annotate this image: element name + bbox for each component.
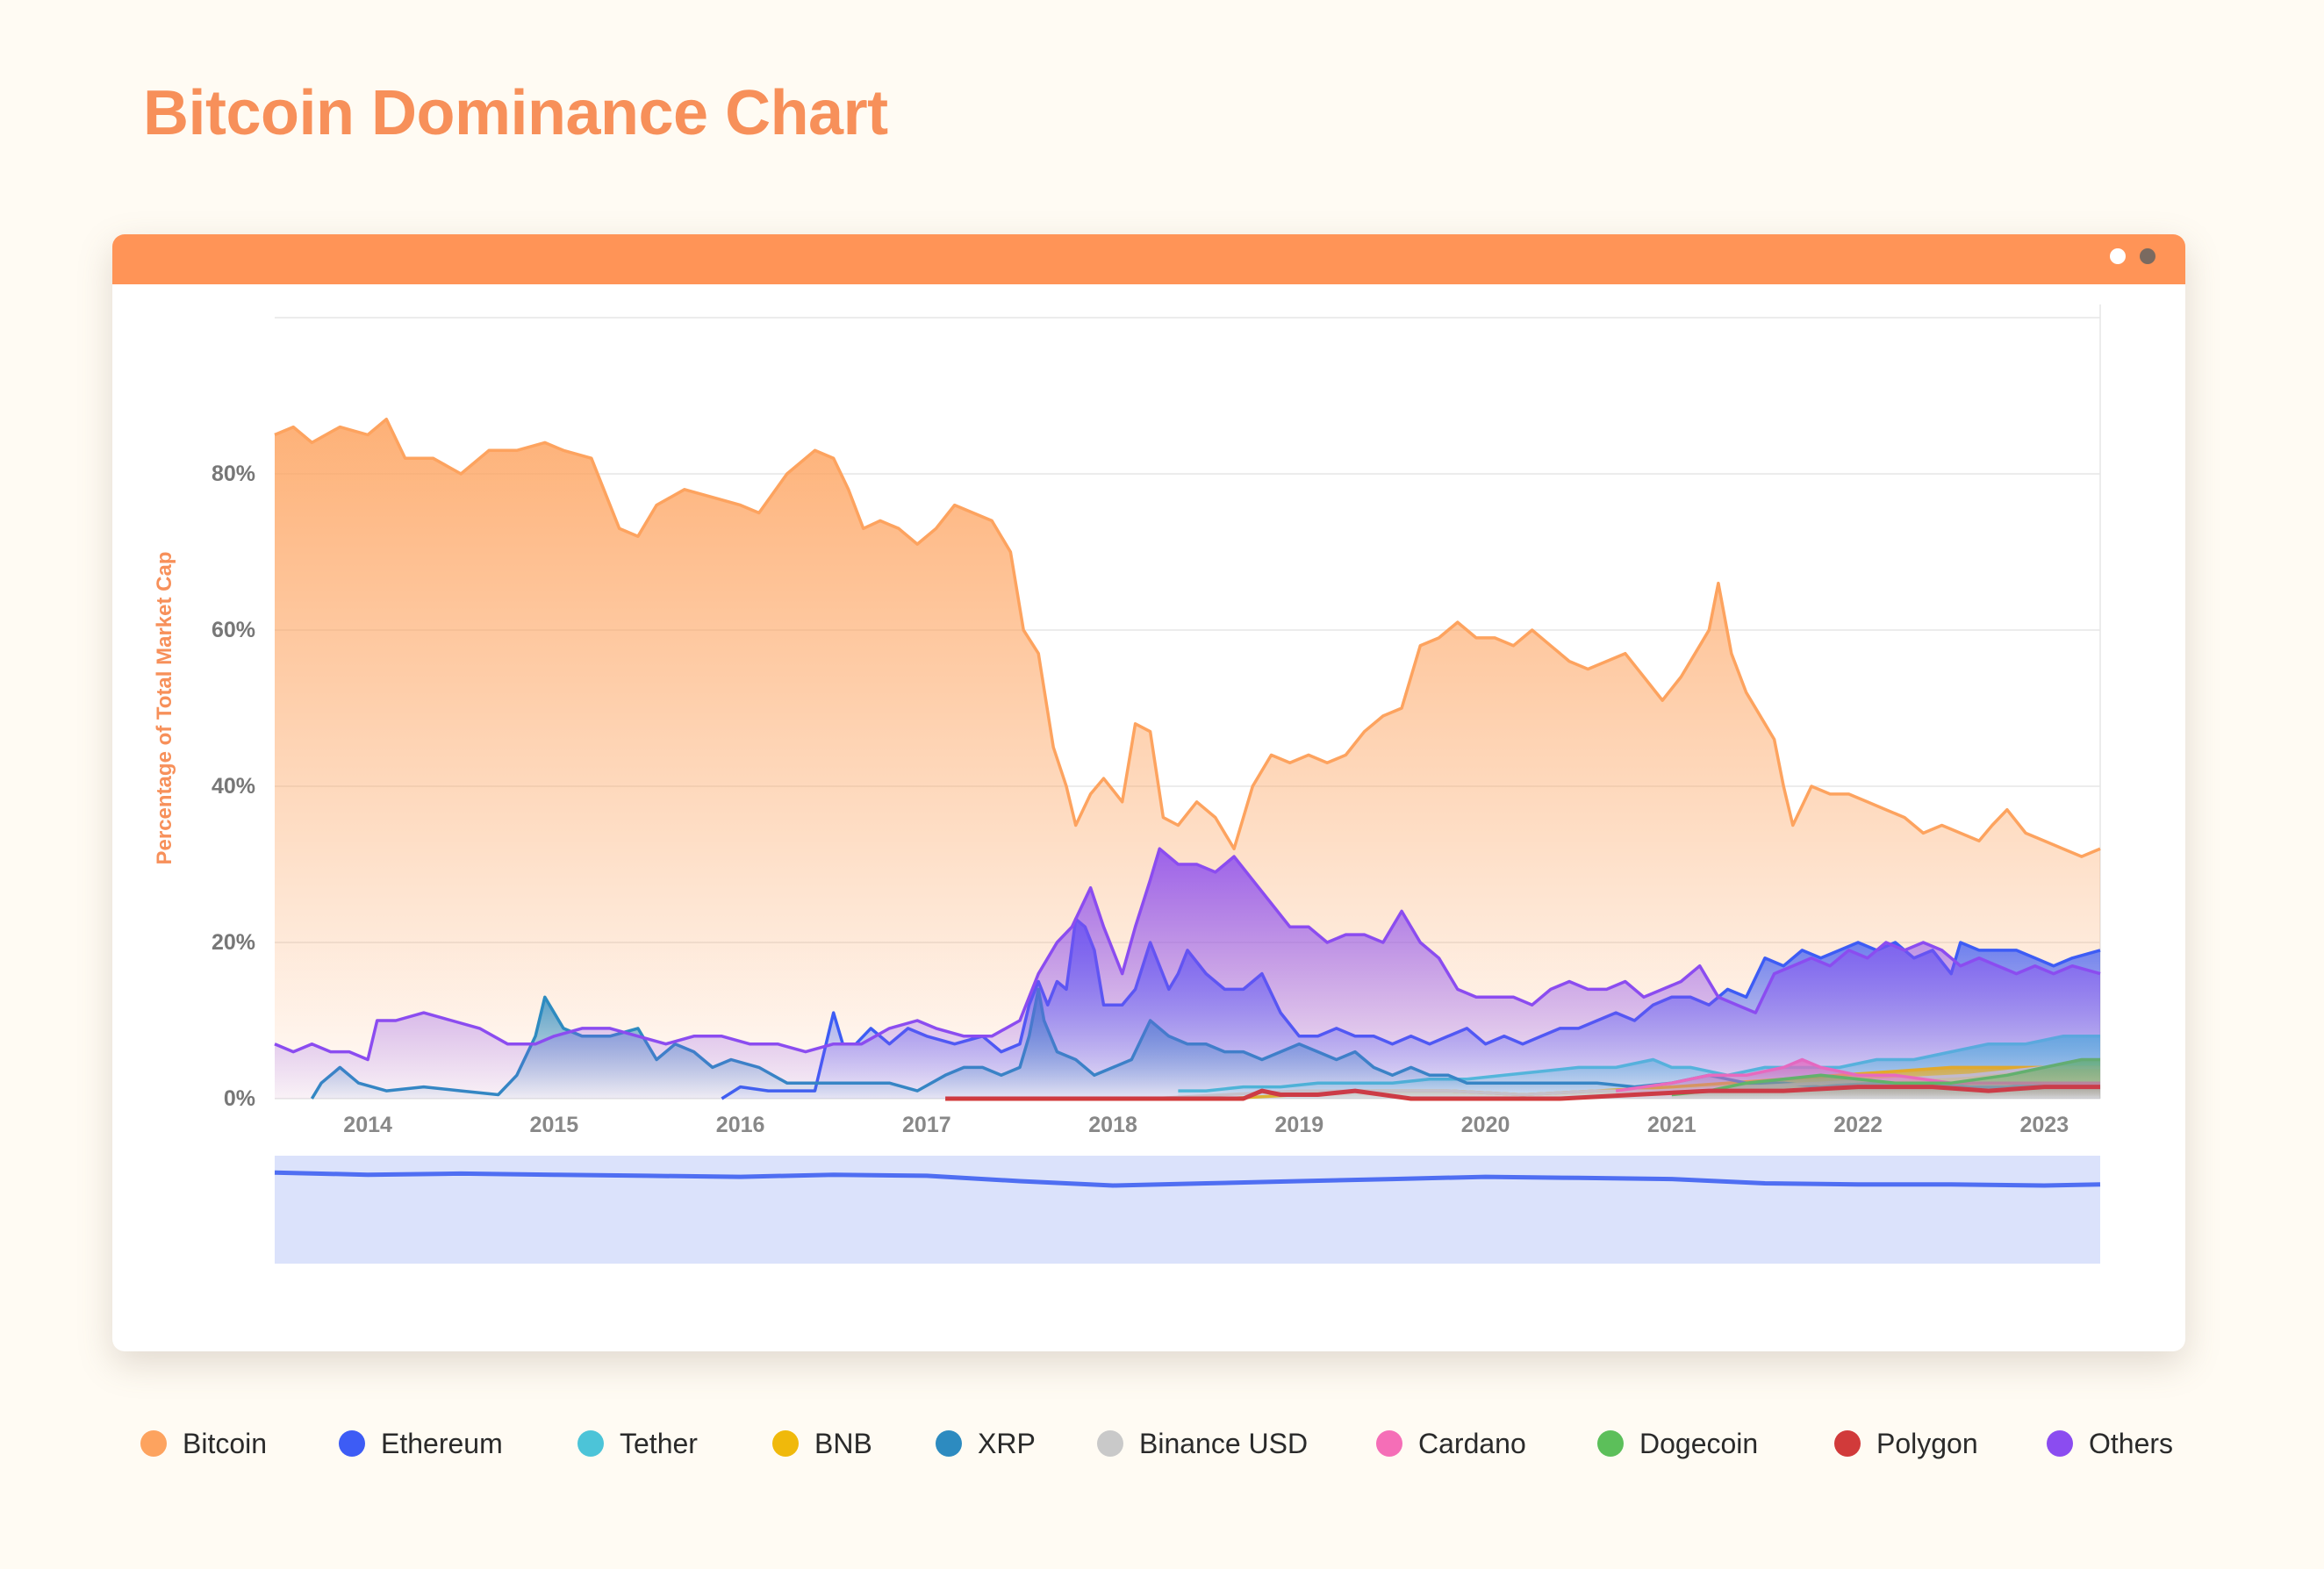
legend-item-polygon[interactable]: Polygon [1834, 1422, 1978, 1465]
x-tick-label: 2016 [716, 1113, 765, 1137]
y-tick-label: 80% [212, 462, 255, 486]
legend-dot-icon [1597, 1430, 1624, 1457]
legend-label: BNB [814, 1427, 872, 1459]
legend-item-dogecoin[interactable]: Dogecoin [1597, 1422, 1758, 1465]
chart-card: 0% 20% 40% 60% 80% Percentage of Total Market… [112, 234, 2185, 1351]
y-tick-label: 60% [212, 618, 255, 642]
navigator-line [274, 1170, 2101, 1188]
chart-svg: 0% 20% 40% 60% 80% Percentage of Total Market… [153, 304, 2101, 1264]
legend-label: Tether [620, 1427, 698, 1459]
y-tick-label: 40% [212, 774, 255, 799]
legend-label: Bitcoin [183, 1427, 268, 1459]
legend-label: Dogecoin [1639, 1427, 1759, 1459]
legend-label: XRP [978, 1427, 1036, 1459]
legend-item-ethereum[interactable]: Ethereum [339, 1422, 503, 1465]
legend-label: Ethereum [381, 1427, 503, 1459]
legend-dot-icon [772, 1430, 799, 1457]
legend-dot-icon [577, 1430, 604, 1457]
x-tick-label: 2019 [1275, 1113, 1324, 1137]
x-tick-label: 2018 [1088, 1113, 1137, 1137]
x-tick-label: 2014 [343, 1113, 392, 1137]
series-area-bitcoin [275, 419, 2100, 1099]
card-header-bar [112, 234, 2185, 284]
legend-dot-icon [1834, 1430, 1861, 1457]
x-tick-label: 2023 [2020, 1113, 2069, 1137]
legend-item-xrp[interactable]: XRP [936, 1422, 1036, 1465]
series-line-bitcoin [274, 417, 2101, 858]
legend-item-bnb[interactable]: BNB [772, 1422, 872, 1465]
chart-legend: Bitcoin Ethereum Tether BNB XRP Binance USD Ca… [140, 1422, 2194, 1465]
window-dot-icon[interactable] [2110, 248, 2126, 264]
x-tick-label: 2020 [1461, 1113, 1510, 1137]
legend-item-cardano[interactable]: Cardano [1376, 1422, 1526, 1465]
legend-item-binance-usd[interactable]: Binance USD [1097, 1422, 1308, 1465]
legend-dot-icon [339, 1430, 365, 1457]
legend-label: Others [2089, 1427, 2174, 1459]
x-tick-label: 2021 [1647, 1113, 1696, 1137]
legend-dot-icon [936, 1430, 962, 1457]
legend-dot-icon [1376, 1430, 1402, 1457]
legend-item-tether[interactable]: Tether [577, 1422, 698, 1465]
legend-dot-icon [2047, 1430, 2073, 1457]
y-tick-label: 0% [224, 1086, 255, 1111]
page-title: Bitcoin Dominance Chart [143, 78, 888, 148]
series-area-others [275, 849, 2100, 1099]
y-tick-label: 20% [212, 930, 255, 955]
legend-label: Cardano [1418, 1427, 1526, 1459]
legend-label: Polygon [1876, 1427, 1978, 1459]
legend-item-bitcoin[interactable]: Bitcoin [140, 1422, 267, 1465]
legend-dot-icon [1097, 1430, 1123, 1457]
legend-label: Binance USD [1139, 1427, 1309, 1459]
y-axis-label: Percentage of Total Market Cap [153, 552, 176, 865]
legend-item-others[interactable]: Others [2047, 1422, 2173, 1465]
x-tick-label: 2015 [530, 1113, 579, 1137]
x-tick-label: 2017 [902, 1113, 951, 1137]
x-tick-label: 2022 [1833, 1113, 1883, 1137]
navigator-background [275, 1156, 2100, 1264]
window-dot-icon[interactable] [2140, 248, 2155, 264]
legend-dot-icon [140, 1430, 167, 1457]
series-line-others [274, 847, 2101, 1062]
